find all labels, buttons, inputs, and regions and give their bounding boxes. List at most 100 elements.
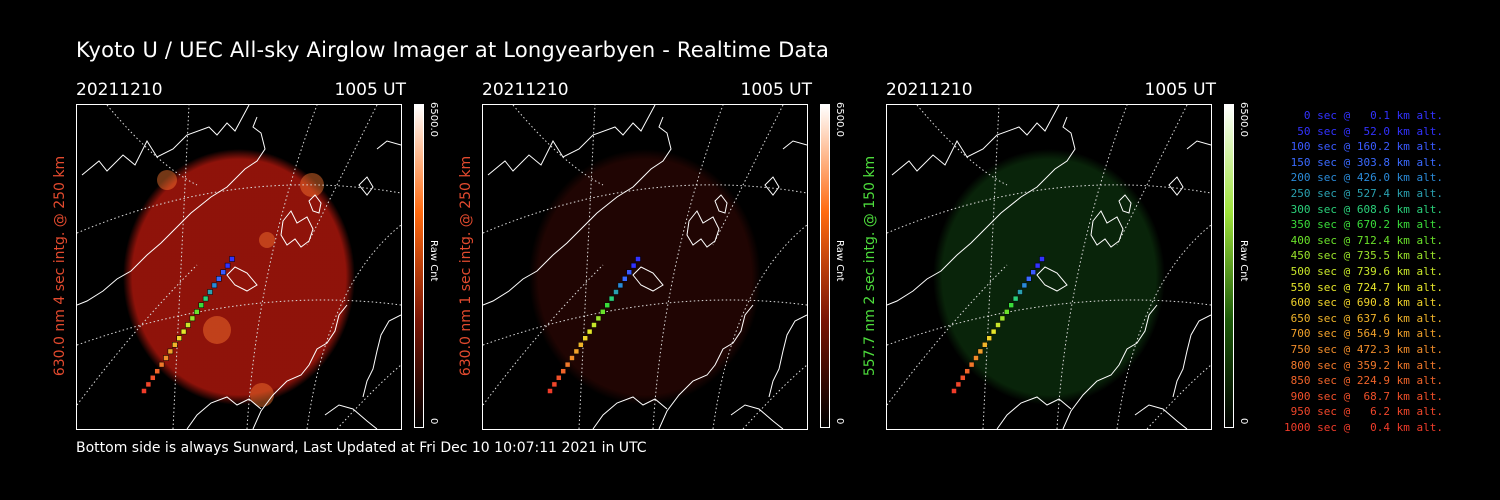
legend-entry: 650 sec @ 637.6 km alt. <box>1290 311 1443 325</box>
lat-lon-grid <box>246 105 318 429</box>
legend-entry: 150 sec @ 303.8 km alt. <box>1290 155 1443 169</box>
trajectory-marker <box>224 262 231 269</box>
trajectory-marker <box>211 282 218 289</box>
airglow-image <box>123 149 355 405</box>
coastline <box>1186 140 1211 150</box>
lat-lon-grid <box>742 364 807 429</box>
colorbar <box>1224 104 1234 428</box>
colorbar-max: 6500.0 <box>1238 102 1249 137</box>
trajectory-marker <box>176 335 182 341</box>
trajectory-marker <box>158 361 165 368</box>
trajectory-marker <box>564 361 571 368</box>
coastline <box>483 116 672 306</box>
trajectory-marker <box>973 355 979 361</box>
legend-entry: 1000 sec @ 0.4 km alt. <box>1284 420 1443 434</box>
coastline <box>658 304 754 429</box>
legend-entry: 100 sec @ 160.2 km alt. <box>1290 140 1443 154</box>
coastline <box>362 314 401 398</box>
coastline <box>996 396 1072 429</box>
legend-entry: 800 sec @ 359.2 km alt. <box>1290 358 1443 372</box>
coastline <box>186 396 262 429</box>
lat-lon-grid <box>77 299 401 346</box>
coastline <box>1062 304 1158 429</box>
aurora-patch <box>203 316 231 344</box>
panel-630-4sec: 20211210 1005 UT 630.0 nm 4 sec intg. @ … <box>52 80 486 430</box>
coastline <box>730 404 784 429</box>
lat-lon-grid <box>77 264 198 406</box>
trajectory-marker <box>955 381 962 388</box>
lat-lon-grid <box>336 364 401 429</box>
trajectory-marker <box>635 256 641 262</box>
trajectory-marker <box>977 348 984 355</box>
trajectory-marker <box>220 269 226 275</box>
coastline <box>1118 194 1132 214</box>
trajectory-marker <box>1008 302 1014 308</box>
coastline <box>376 140 401 150</box>
trajectory-marker <box>163 355 169 361</box>
trajectory-marker <box>613 289 619 295</box>
trajectory-marker <box>586 328 593 335</box>
trajectory-marker <box>207 289 213 295</box>
trajectory-marker <box>569 355 575 361</box>
coastline <box>1134 404 1188 429</box>
panel-630-1sec: 20211210 1005 UT 630.0 nm 1 sec intg. @ … <box>458 80 892 430</box>
trajectory-marker <box>1026 276 1032 282</box>
lat-lon-grid <box>652 105 724 429</box>
trajectory-marker <box>968 361 975 368</box>
colorbar-unit: Raw Cnt <box>834 240 845 282</box>
legend-entry: 400 sec @ 712.4 km alt. <box>1290 233 1443 247</box>
footer-note: Bottom side is always Sunward, Last Upda… <box>76 440 647 456</box>
trajectory-marker <box>189 315 196 322</box>
lat-lon-grid <box>1116 105 1188 246</box>
legend-entry: 50 sec @ 52.0 km alt. <box>1297 124 1443 138</box>
trajectory-marker <box>1030 269 1036 275</box>
trajectory-marker <box>1004 309 1010 315</box>
map-overlay <box>483 105 807 429</box>
coastline <box>1168 176 1184 196</box>
trajectory-marker <box>591 322 597 328</box>
coastline <box>1172 314 1211 398</box>
trajectory-marker <box>986 335 992 341</box>
lat-lon-grid <box>512 105 604 186</box>
trajectory-marker <box>999 315 1006 322</box>
aurora-patch <box>157 170 177 190</box>
trajectory-marker <box>964 368 970 374</box>
page-title: Kyoto U / UEC All-sky Airglow Imager at … <box>76 38 830 62</box>
coastline <box>77 116 266 306</box>
legend-entry: 750 sec @ 472.3 km alt. <box>1290 342 1443 356</box>
coastline <box>81 105 250 176</box>
coastline <box>226 266 258 292</box>
colorbar-unit: Raw Cnt <box>1238 240 1249 282</box>
map-overlay <box>887 105 1211 429</box>
trajectory-marker <box>229 256 235 262</box>
coastline <box>308 194 322 214</box>
legend-entry: 200 sec @ 426.0 km alt. <box>1290 171 1443 185</box>
panel-wavelength-label: 630.0 nm 4 sec intg. @ 250 km <box>52 155 68 377</box>
coastline <box>891 105 1060 176</box>
trajectory-marker <box>960 375 966 381</box>
trajectory-marker <box>145 381 152 388</box>
lat-lon-grid <box>483 184 807 234</box>
coastline <box>764 176 780 196</box>
trajectory-marker <box>154 368 160 374</box>
colorbar-min: 0 <box>428 418 439 425</box>
legend-entry: 250 sec @ 527.4 km alt. <box>1290 186 1443 200</box>
trajectory-marker <box>995 322 1001 328</box>
coastline <box>592 396 668 429</box>
aurora-patch <box>300 173 324 197</box>
trajectory-marker <box>1021 282 1028 289</box>
lat-lon-grid <box>106 105 198 186</box>
trajectory-marker <box>167 348 174 355</box>
coastline <box>324 404 378 429</box>
coastline <box>487 105 656 176</box>
panel-date: 20211210 <box>886 80 973 100</box>
lat-lon-grid <box>916 105 1008 186</box>
legend-entry: 450 sec @ 735.5 km alt. <box>1290 249 1443 263</box>
legend-entry: 350 sec @ 670.2 km alt. <box>1290 218 1443 232</box>
trajectory-marker <box>595 315 602 322</box>
trajectory-marker <box>1017 289 1023 295</box>
legend-entry: 550 sec @ 724.7 km alt. <box>1290 280 1443 294</box>
coastline <box>686 210 720 248</box>
lat-lon-grid <box>1056 105 1128 429</box>
colorbar <box>414 104 424 428</box>
